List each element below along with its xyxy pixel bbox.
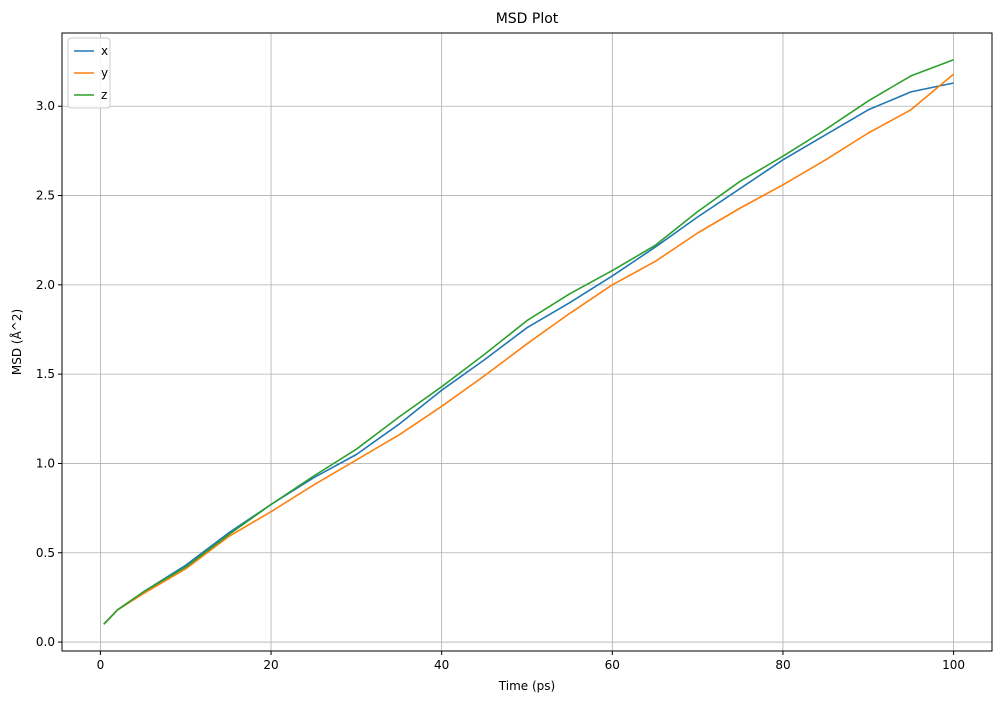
y-tick-label: 0.0	[36, 635, 55, 649]
x-tick-label: 80	[775, 658, 790, 672]
y-tick-label: 1.0	[36, 456, 55, 470]
x-tick-label: 100	[942, 658, 965, 672]
series-line-z	[103, 59, 954, 625]
chart-title: MSD Plot	[496, 11, 559, 27]
x-tick-label: 60	[605, 658, 620, 672]
y-tick-label: 3.0	[36, 99, 55, 113]
legend-label-z: z	[101, 88, 107, 102]
y-axis-ticks: 0.0 0.5 1.0 1.5 2.0 2.5 3.0	[36, 99, 62, 649]
x-axis-label: Time (ps)	[498, 679, 555, 693]
x-axis-ticks: 0 20 40 60 80 100	[97, 651, 965, 672]
y-tick-label: 1.5	[36, 367, 55, 381]
series-line-x	[103, 82, 954, 625]
legend-label-y: y	[101, 66, 108, 80]
series-lines	[103, 59, 955, 625]
x-tick-label: 20	[263, 658, 278, 672]
series-line-y	[103, 73, 955, 625]
legend-label-x: x	[101, 44, 108, 58]
y-tick-label: 0.5	[36, 546, 55, 560]
x-tick-label: 40	[434, 658, 449, 672]
y-axis-label: MSD (Å^2)	[9, 309, 24, 375]
y-tick-label: 2.0	[36, 278, 55, 292]
plot-frame	[61, 32, 993, 652]
legend: xyz	[67, 37, 111, 109]
x-tick-label: 0	[97, 658, 105, 672]
y-tick-label: 2.5	[36, 189, 55, 203]
grid	[62, 33, 992, 651]
